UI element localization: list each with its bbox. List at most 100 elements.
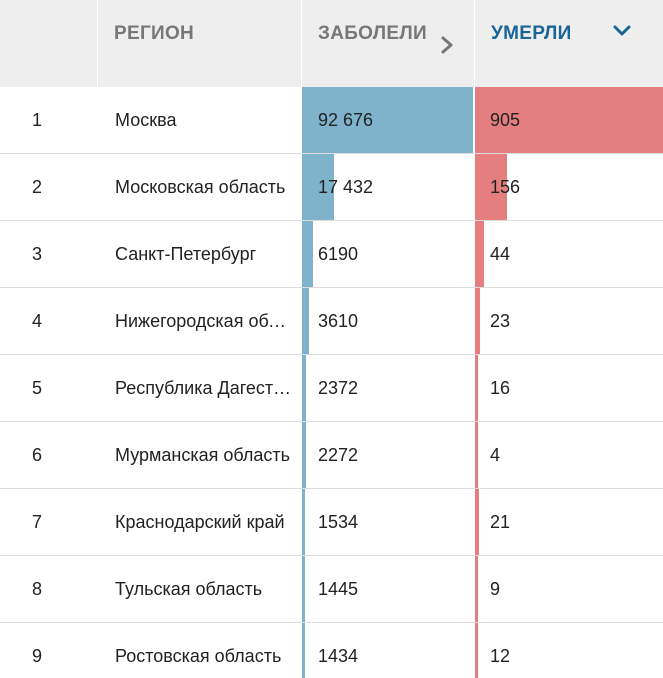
sick-cell: 2372 xyxy=(302,355,475,421)
region-value: Москва xyxy=(115,110,177,130)
region-cell: Краснодарский край xyxy=(98,489,302,555)
region-value: Мурманская область xyxy=(115,445,291,465)
dead-value: 44 xyxy=(490,244,511,264)
rank-cell: 6 xyxy=(0,422,98,488)
sick-bar xyxy=(302,288,309,354)
dead-bar xyxy=(475,87,663,153)
dead-cell: 23 xyxy=(475,288,663,354)
region-value: Тульская область xyxy=(115,579,263,599)
dead-value: 12 xyxy=(490,646,511,666)
rank-value: 6 xyxy=(32,445,43,465)
region-cell: Нижегородская область xyxy=(98,288,302,354)
region-cell: Санкт-Петербург xyxy=(98,221,302,287)
region-cell: Московская область xyxy=(98,154,302,220)
header-dead-sort[interactable]: УМЕРЛИ xyxy=(475,0,663,87)
rank-value: 7 xyxy=(32,512,43,532)
dead-value: 23 xyxy=(490,311,511,331)
header-region-label: РЕГИОН xyxy=(114,23,195,44)
dead-cell: 4 xyxy=(475,422,663,488)
region-value: Московская область xyxy=(115,177,286,197)
rank-cell: 7 xyxy=(0,489,98,555)
sick-cell: 1534 xyxy=(302,489,475,555)
sick-bar xyxy=(302,221,313,287)
rank-value: 8 xyxy=(32,579,43,599)
dead-bar xyxy=(475,288,480,354)
sick-bar xyxy=(302,623,305,678)
region-cell: Мурманская область xyxy=(98,422,302,488)
region-value: Санкт-Петербург xyxy=(115,244,257,264)
sick-value: 2272 xyxy=(318,445,359,465)
sick-cell: 17 432 xyxy=(302,154,475,220)
dead-bar xyxy=(475,489,479,555)
sick-value: 1534 xyxy=(318,512,359,532)
dead-bar xyxy=(475,154,507,220)
dead-value: 156 xyxy=(490,177,521,197)
region-cell: Ростовская область xyxy=(98,623,302,678)
rank-cell: 8 xyxy=(0,556,98,622)
sick-bar xyxy=(302,556,305,622)
rank-cell: 3 xyxy=(0,221,98,287)
sick-value: 1445 xyxy=(318,579,359,599)
region-value: Ростовская область xyxy=(115,646,282,666)
dead-bar xyxy=(475,623,478,678)
dead-cell: 156 xyxy=(475,154,663,220)
dead-bar xyxy=(475,422,478,488)
dead-bar xyxy=(475,556,478,622)
sick-value: 1434 xyxy=(318,646,359,666)
table-row[interactable]: 2 Московская область 17 432 156 xyxy=(0,154,663,221)
rank-value: 9 xyxy=(32,646,43,666)
sick-value: 6190 xyxy=(318,244,359,264)
table-row[interactable]: 3 Санкт-Петербург 6190 44 xyxy=(0,221,663,288)
dead-value: 905 xyxy=(490,110,521,130)
dead-cell: 905 xyxy=(475,87,663,153)
dead-bar xyxy=(475,221,484,287)
sick-cell: 6190 xyxy=(302,221,475,287)
sick-value: 17 432 xyxy=(318,177,374,197)
table-row[interactable]: 1 Москва 92 676 905 xyxy=(0,87,663,154)
dead-value: 4 xyxy=(490,445,501,465)
dead-cell: 44 xyxy=(475,221,663,287)
sick-bar xyxy=(302,87,473,153)
region-cell: Тульская область xyxy=(98,556,302,622)
header-dead-label: УМЕРЛИ xyxy=(491,23,572,44)
sick-bar xyxy=(302,489,305,555)
header-sick-sort[interactable]: ЗАБОЛЕЛИ xyxy=(302,0,475,87)
sick-bar xyxy=(302,355,306,421)
header-sick-label: ЗАБОЛЕЛИ xyxy=(318,23,427,44)
rank-value: 4 xyxy=(32,311,43,331)
region-cell: Республика Дагестан xyxy=(98,355,302,421)
sick-bar xyxy=(302,422,306,488)
sick-cell: 1434 xyxy=(302,623,475,678)
rank-value: 1 xyxy=(32,110,43,130)
rank-value: 5 xyxy=(32,378,43,398)
chevron-down-icon[interactable] xyxy=(612,24,632,38)
rank-cell: 5 xyxy=(0,355,98,421)
dead-cell: 12 xyxy=(475,623,663,678)
chevron-right-icon[interactable] xyxy=(440,36,454,54)
rank-cell: 2 xyxy=(0,154,98,220)
region-value: Республика Дагестан xyxy=(115,378,291,398)
table-row[interactable]: 9 Ростовская область 1434 12 xyxy=(0,623,663,678)
rank-cell: 1 xyxy=(0,87,98,153)
table-row[interactable]: 7 Краснодарский край 1534 21 xyxy=(0,489,663,556)
header-region[interactable]: РЕГИОН xyxy=(98,0,302,87)
sick-bar xyxy=(302,154,334,220)
table-row[interactable]: 6 Мурманская область 2272 4 xyxy=(0,422,663,489)
dead-cell: 16 xyxy=(475,355,663,421)
dead-value: 21 xyxy=(490,512,511,532)
dead-value: 9 xyxy=(490,579,501,599)
sick-value: 3610 xyxy=(318,311,359,331)
rank-value: 2 xyxy=(32,177,43,197)
rank-value: 3 xyxy=(32,244,43,264)
table-row[interactable]: 5 Республика Дагестан 2372 16 xyxy=(0,355,663,422)
sick-value: 2372 xyxy=(318,378,359,398)
sick-cell: 1445 xyxy=(302,556,475,622)
table-row[interactable]: 8 Тульская область 1445 9 xyxy=(0,556,663,623)
table-row[interactable]: 4 Нижегородская область 3610 23 xyxy=(0,288,663,355)
sick-value: 92 676 xyxy=(318,110,374,130)
table-header: РЕГИОН ЗАБОЛЕЛИ УМЕРЛИ xyxy=(0,0,663,87)
sick-cell: 92 676 xyxy=(302,87,475,153)
header-rank xyxy=(0,0,98,87)
sick-cell: 3610 xyxy=(302,288,475,354)
region-value: Нижегородская область xyxy=(115,311,291,331)
